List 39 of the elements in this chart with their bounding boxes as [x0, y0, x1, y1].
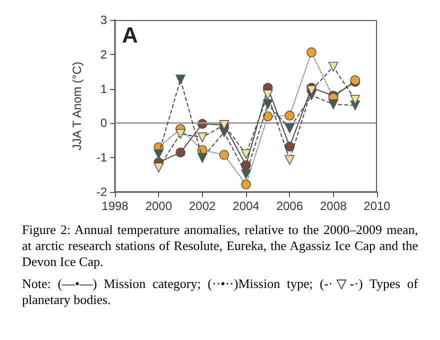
point — [262, 111, 273, 122]
point — [197, 132, 208, 142]
caption: Figure 2: Annual temperature anomalies, relative to the 2000–2009 mean, at arctic research stations of Resolute, Eureka, the Agassiz Ice Cap and the Devon Ice Cap. — [22, 222, 418, 270]
point — [262, 90, 273, 100]
point — [176, 148, 186, 158]
x-tick-label: 2008 — [320, 199, 348, 213]
y-tick-label: -1 — [96, 150, 108, 165]
point — [284, 142, 295, 152]
x-tick-label: 2000 — [145, 199, 172, 213]
point — [284, 110, 295, 121]
y-tick-label: -2 — [96, 185, 108, 199]
point — [176, 74, 186, 84]
y-tick-label: 3 — [100, 13, 108, 27]
point — [328, 62, 338, 72]
point — [176, 128, 186, 139]
x-tick-label: 2004 — [232, 199, 260, 213]
point — [241, 169, 251, 180]
point — [197, 153, 208, 163]
point — [306, 47, 316, 58]
point — [284, 155, 295, 165]
x-tick-label: 1998 — [102, 199, 129, 213]
text: Note: (—•—) Mission category; (··•··)Mission type; (-·▽-·) Types of planetary bodies. — [22, 276, 418, 308]
y-axis-title: JJA T Anom (°C) — [70, 62, 84, 150]
point — [306, 85, 316, 96]
point — [219, 150, 230, 160]
x-tick-label: 2002 — [188, 199, 216, 213]
x-tick-label: 2010 — [364, 199, 391, 213]
point — [284, 123, 295, 134]
y-tick-label: 1 — [100, 82, 108, 96]
point — [350, 94, 360, 105]
point — [154, 162, 164, 172]
point — [241, 180, 251, 190]
point — [241, 149, 251, 160]
x-tick-label: 2006 — [276, 199, 304, 213]
annotation: A — [122, 22, 138, 48]
point — [328, 99, 338, 110]
y-tick-label: 2 — [100, 47, 108, 62]
point — [154, 149, 164, 160]
y-tick-label: 0 — [100, 116, 108, 130]
